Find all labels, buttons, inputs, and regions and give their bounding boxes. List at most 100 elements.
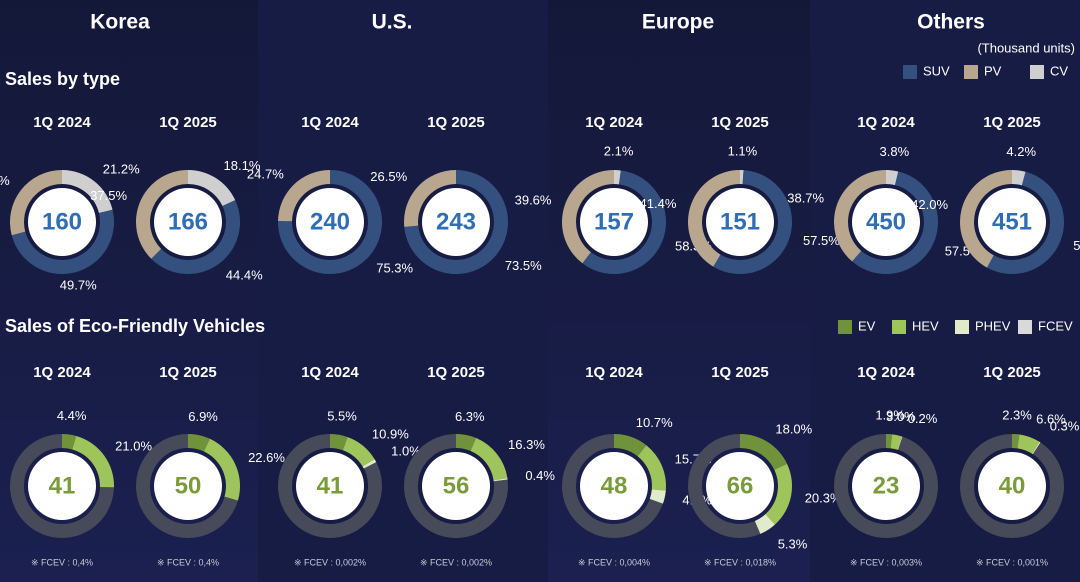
value-label: 6.3% bbox=[455, 409, 485, 424]
value-label: 53.8% bbox=[1073, 238, 1080, 253]
segment bbox=[614, 434, 647, 457]
region-header: Europe bbox=[642, 11, 714, 34]
center-value: 240 bbox=[310, 208, 350, 235]
center-value: 41 bbox=[49, 472, 76, 499]
value-label: 1.9% bbox=[875, 408, 905, 423]
chart-title: 1Q 2024 bbox=[585, 364, 643, 381]
segment bbox=[493, 478, 508, 482]
center-value: 41 bbox=[317, 472, 344, 499]
footnote: ※ FCEV : 0,002% bbox=[294, 557, 366, 567]
region-header: Korea bbox=[90, 11, 150, 34]
section-title: Sales of Eco-Friendly Vehicles bbox=[5, 316, 265, 336]
center-value: 450 bbox=[866, 208, 906, 235]
value-label: 16.3% bbox=[508, 437, 545, 452]
center-value: 23 bbox=[873, 472, 900, 499]
legend-swatch bbox=[1030, 65, 1044, 79]
value-label: 41.4% bbox=[640, 196, 677, 211]
segment bbox=[72, 435, 115, 488]
segment bbox=[740, 170, 744, 185]
segment bbox=[11, 209, 114, 274]
segment bbox=[470, 438, 508, 481]
footnote: ※ FCEV : 0,004% bbox=[578, 557, 650, 567]
value-label: 57.5% bbox=[803, 233, 840, 248]
center-disc bbox=[422, 188, 490, 256]
chart-title: 1Q 2024 bbox=[33, 114, 91, 131]
legend-swatch bbox=[903, 65, 917, 79]
segment bbox=[62, 434, 77, 450]
value-label: 29.1% bbox=[0, 173, 10, 188]
segment bbox=[890, 434, 902, 450]
unit-note: (Thousand units) bbox=[977, 40, 1075, 55]
segment bbox=[834, 170, 886, 262]
segment bbox=[1017, 434, 1040, 454]
center-disc bbox=[28, 188, 96, 256]
value-label: 2.1% bbox=[604, 144, 634, 159]
legend-label: PV bbox=[984, 63, 1002, 78]
segment bbox=[754, 514, 775, 534]
segment bbox=[986, 171, 1064, 275]
legend-swatch bbox=[955, 320, 969, 334]
center-disc bbox=[422, 452, 490, 520]
segment bbox=[330, 434, 348, 451]
center-disc bbox=[852, 452, 920, 520]
chart-title: 1Q 2024 bbox=[33, 364, 91, 381]
chart-title: 1Q 2024 bbox=[585, 114, 643, 131]
center-disc bbox=[706, 188, 774, 256]
center-disc bbox=[978, 188, 1046, 256]
segment bbox=[135, 170, 188, 259]
legend-label: CV bbox=[1050, 63, 1068, 78]
value-label: 42.0% bbox=[911, 197, 948, 212]
center-disc bbox=[296, 188, 364, 256]
section-title: Sales by type bbox=[5, 69, 120, 89]
chart-title: 1Q 2024 bbox=[857, 114, 915, 131]
segment bbox=[188, 170, 236, 207]
center-value: 66 bbox=[727, 472, 754, 499]
value-label: 6.6% bbox=[1036, 412, 1066, 427]
value-label: 1.0% bbox=[391, 443, 421, 458]
segment bbox=[203, 438, 240, 501]
segment bbox=[188, 434, 210, 452]
center-value: 50 bbox=[175, 472, 202, 499]
chart-title: 1Q 2025 bbox=[427, 114, 485, 131]
chart-title: 1Q 2025 bbox=[711, 364, 769, 381]
value-label: 21.2% bbox=[103, 162, 140, 177]
value-label: 2.3% bbox=[1002, 408, 1032, 423]
segment bbox=[362, 459, 377, 469]
chart-title: 1Q 2024 bbox=[857, 364, 915, 381]
center-value: 48 bbox=[601, 472, 628, 499]
chart-title: 1Q 2025 bbox=[159, 114, 217, 131]
segment bbox=[278, 170, 330, 222]
value-label: 1.1% bbox=[728, 143, 758, 158]
value-label: 20.3% bbox=[805, 490, 842, 505]
segment bbox=[456, 434, 477, 451]
value-label: 3.8% bbox=[880, 144, 910, 159]
value-label: 0.4% bbox=[525, 468, 555, 483]
chart-title: 1Q 2025 bbox=[427, 364, 485, 381]
chart-title: 1Q 2024 bbox=[301, 364, 359, 381]
segment bbox=[342, 437, 375, 467]
legend-label: PHEV bbox=[975, 318, 1011, 333]
segment bbox=[1012, 170, 1026, 186]
center-disc bbox=[580, 188, 648, 256]
center-value: 157 bbox=[594, 208, 634, 235]
segment bbox=[688, 170, 740, 267]
center-disc bbox=[978, 452, 1046, 520]
value-label: 39.6% bbox=[515, 192, 552, 207]
legend-label: FCEV bbox=[1038, 318, 1073, 333]
value-label: 75.3% bbox=[376, 261, 413, 276]
value-label: 3.0% bbox=[886, 409, 916, 424]
center-value: 56 bbox=[443, 472, 470, 499]
segment bbox=[886, 170, 899, 186]
value-label: 10.9% bbox=[372, 426, 409, 441]
value-label: 44.4% bbox=[226, 268, 263, 283]
legend-label: HEV bbox=[912, 318, 939, 333]
footnote: ※ FCEV : 0,003% bbox=[850, 557, 922, 567]
value-label: 5.5% bbox=[327, 408, 357, 423]
center-disc bbox=[852, 188, 920, 256]
region-header: U.S. bbox=[372, 11, 413, 34]
center-value: 151 bbox=[720, 208, 760, 235]
segment bbox=[62, 170, 113, 214]
value-label: 6.9% bbox=[188, 409, 218, 424]
segment bbox=[582, 170, 666, 274]
center-value: 451 bbox=[992, 208, 1032, 235]
